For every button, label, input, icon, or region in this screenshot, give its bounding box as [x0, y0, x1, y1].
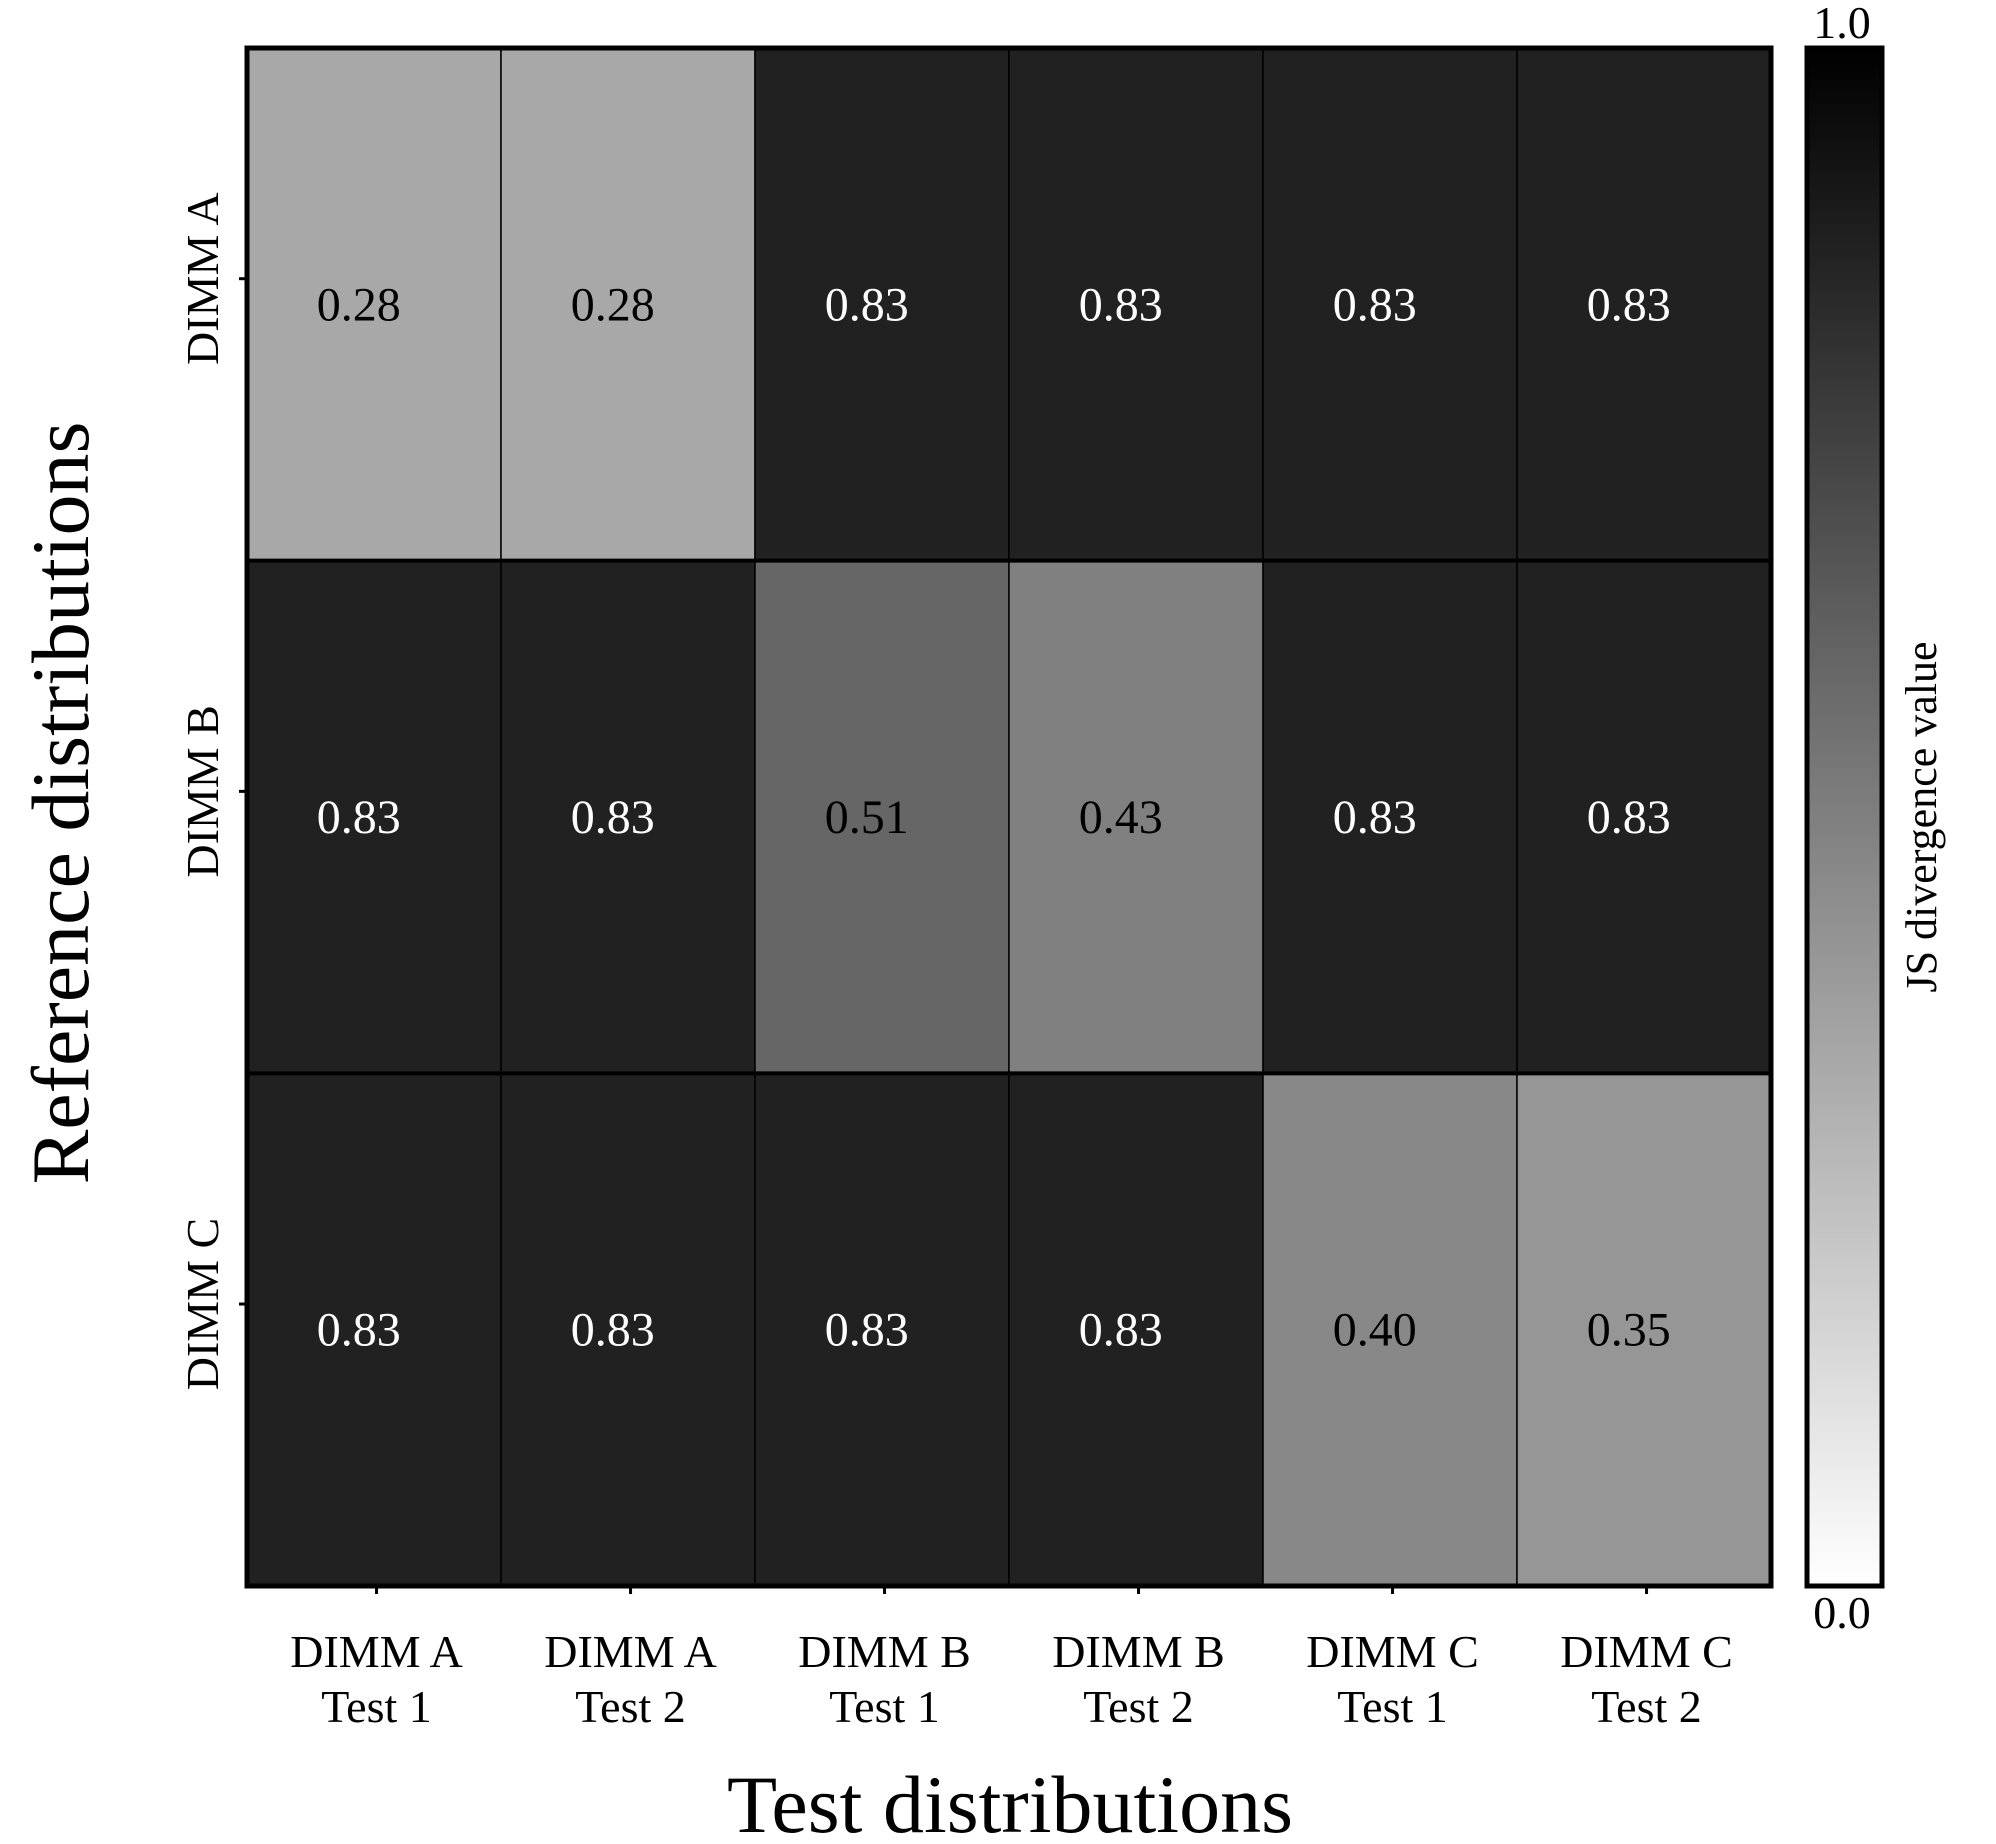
heatmap-cell — [500, 559, 756, 1075]
plot-frame — [244, 45, 1774, 1589]
cell-value-label: 0.83 — [825, 278, 909, 331]
x-tick-label: Test 2 — [1591, 1681, 1702, 1732]
heatmap-cell — [500, 47, 756, 562]
cell-value-label: 0.83 — [571, 791, 655, 844]
heatmap-cell — [1262, 47, 1518, 562]
heatmap-cell — [246, 559, 502, 1075]
heatmap-cell — [246, 47, 502, 562]
x-tick-label: DIMM B — [798, 1626, 971, 1677]
heatmap-cell — [1262, 1072, 1518, 1587]
heatmap-cell — [1516, 47, 1772, 562]
heatmap-cell — [1008, 1072, 1264, 1587]
x-tick-label: Test 1 — [829, 1681, 940, 1732]
x-tick-label: DIMM C — [1560, 1626, 1733, 1677]
heatmap-cell — [1516, 559, 1772, 1075]
x-tick-label: Test 1 — [321, 1681, 432, 1732]
heatmap-cells — [246, 47, 1772, 1587]
heatmap-cell — [1008, 559, 1264, 1075]
x-axis-title: Test distributions — [727, 1759, 1293, 1844]
cell-value-label: 0.83 — [1333, 278, 1417, 331]
y-axis-title: Reference distributions — [15, 422, 106, 1185]
cell-value-label: 0.83 — [1333, 791, 1417, 844]
y-tick-label: DIMM C — [177, 1218, 228, 1391]
cell-value-label: 0.83 — [1079, 278, 1163, 331]
cell-value-label: 0.51 — [825, 791, 909, 844]
x-tick-label: Test 2 — [575, 1681, 686, 1732]
cell-value-label: 0.35 — [1587, 1304, 1671, 1357]
cell-value-label: 0.83 — [571, 1304, 655, 1357]
cell-value-label: 0.83 — [1079, 1304, 1163, 1357]
heatmap-cell — [754, 1072, 1010, 1587]
cell-value-label: 0.83 — [1587, 791, 1671, 844]
heatmap-cell — [246, 1072, 502, 1587]
cell-value-label: 0.83 — [1587, 278, 1671, 331]
y-tick-label: DIMM B — [177, 705, 228, 878]
x-tick-label: Test 1 — [1337, 1681, 1448, 1732]
colorbar-max-label: 1.0 — [1813, 0, 1871, 48]
cell-value-label: 0.83 — [825, 1304, 909, 1357]
y-axis-ticks: DIMM A DIMM B DIMM C — [177, 192, 247, 1390]
y-tick-label: DIMM A — [177, 192, 228, 365]
x-tick-label: DIMM A — [544, 1626, 717, 1677]
colorbar — [1804, 45, 1885, 1589]
cell-value-label: 0.28 — [571, 278, 655, 331]
x-tick-label: DIMM C — [1306, 1626, 1479, 1677]
cell-value-label: 0.28 — [317, 278, 401, 331]
colorbar-title: JS divergence value — [1897, 641, 1946, 992]
cell-value-label: 0.83 — [317, 791, 401, 844]
cell-value-label: 0.43 — [1079, 791, 1163, 844]
x-tick-label: DIMM A — [290, 1626, 463, 1677]
cell-value-label: 0.83 — [317, 1304, 401, 1357]
heatmap-value-labels: 0.28 0.28 0.83 0.83 0.83 0.83 0.83 0.83 0.51 0.43… — [317, 278, 1671, 1356]
x-tick-label: Test 2 — [1083, 1681, 1194, 1732]
heatmap-separators — [247, 558, 1771, 1076]
x-tick-label: DIMM B — [1052, 1626, 1225, 1677]
heatmap-cell — [1008, 47, 1264, 562]
heatmap-cell — [1516, 1072, 1772, 1587]
cell-value-label: 0.40 — [1333, 1304, 1417, 1357]
colorbar-min-label: 0.0 — [1813, 1587, 1871, 1638]
